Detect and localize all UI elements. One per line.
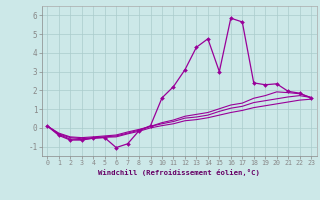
X-axis label: Windchill (Refroidissement éolien,°C): Windchill (Refroidissement éolien,°C) xyxy=(98,169,260,176)
